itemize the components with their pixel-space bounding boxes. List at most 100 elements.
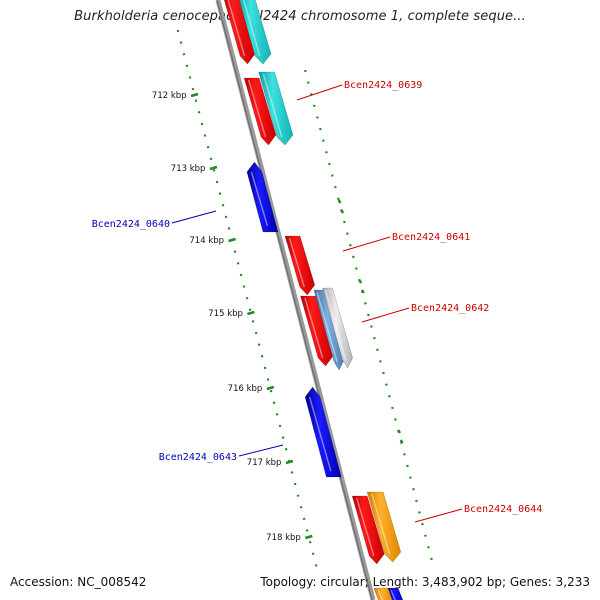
gene-callout[interactable]: Bcen2424_0643 (159, 444, 284, 463)
gene-forward-arrow-highlight (242, 0, 261, 57)
gene-callout[interactable]: Bcen2424_0641 (342, 232, 470, 252)
gene-labels: Bcen2424_0639 Bcen2424_0640 Bcen2424_0641 B… (92, 80, 542, 523)
gene-forward-arrow-body[interactable] (387, 587, 404, 600)
gene-callout[interactable]: Bcen2424_0640 (92, 210, 217, 230)
chromosome-backbone (215, 0, 376, 600)
map-title: Burkholderia cenocepacia HI2424 chromoso… (74, 9, 526, 24)
gene-reverse-arrow-body[interactable] (246, 161, 279, 233)
gene-forward-arrow-highlight (316, 291, 338, 363)
gene-forward-arrow[interactable] (284, 235, 316, 296)
gene-forward-arrow[interactable] (300, 295, 334, 367)
callout-leader-line (361, 307, 410, 323)
length-label: Length: (372, 575, 419, 589)
gene-forward-arrow[interactable] (221, 0, 256, 65)
kbp-tick (266, 385, 275, 391)
gene-forward-arrow-body[interactable] (351, 495, 385, 565)
scale-rails (176, 29, 433, 576)
gene-forward-arrow-body[interactable] (221, 0, 256, 65)
gene-reverse-arrow-body[interactable] (304, 386, 342, 478)
accession-info: Accession: NC_008542 (10, 575, 146, 589)
gene-forward-arrow-highlight (371, 493, 391, 555)
kbp-label: 718 kbp (266, 533, 301, 543)
scale-rail-dash (399, 439, 404, 444)
gene-forward-arrow[interactable] (236, 0, 272, 65)
kbp-tick (304, 534, 313, 540)
gene-forward-arrow-highlight (356, 497, 375, 557)
gene-label[interactable]: Bcen2424_0640 (92, 219, 170, 230)
gene-forward-arrow-body[interactable] (366, 491, 402, 563)
gene-forward-arrow-body[interactable] (313, 289, 345, 371)
scale-rail-dots (304, 69, 433, 561)
gene-forward-arrow[interactable] (387, 587, 404, 600)
gene-label[interactable]: Bcen2424_0643 (159, 452, 237, 463)
accession-value: NC_008542 (77, 575, 147, 589)
kbp-tick (285, 459, 294, 465)
topology-label: Topology: (260, 575, 317, 589)
gene-callout[interactable]: Bcen2424_0644 (414, 504, 542, 523)
gene-label[interactable]: Bcen2424_0641 (392, 232, 470, 243)
callout-leader-line (342, 236, 391, 252)
gene-forward-arrow-highlight (288, 237, 305, 288)
gene-label[interactable]: Bcen2424_0644 (464, 504, 542, 515)
scale-rail-dots (176, 29, 320, 576)
backbone-edge (216, 0, 373, 600)
gene-forward-arrow-body[interactable] (300, 295, 334, 367)
gene-forward-arrow-body[interactable] (373, 587, 394, 600)
scale-rail-dash (358, 279, 363, 284)
callout-leader-line (238, 444, 284, 457)
gene-features (221, 0, 404, 600)
scale-rail-dash (360, 289, 365, 294)
gene-forward-arrow-highlight (390, 589, 396, 600)
gene-forward-arrow[interactable] (258, 71, 294, 146)
gene-forward-arrow[interactable] (366, 491, 402, 563)
gene-forward-arrow-highlight (324, 289, 347, 361)
accession-label: Accession: (10, 575, 74, 589)
gene-forward-arrow-body[interactable] (284, 235, 316, 296)
gene-label[interactable]: Bcen2424_0639 (344, 80, 422, 91)
gene-callout[interactable]: Bcen2424_0639 (296, 80, 422, 101)
callout-leader-line (171, 210, 217, 224)
kbp-label: 715 kbp (208, 309, 243, 319)
kbp-label: 714 kbp (189, 236, 224, 246)
callout-leader-line (414, 508, 463, 523)
gene-label[interactable]: Bcen2424_0642 (411, 303, 489, 314)
kbp-scale: 712 kbp 713 kbp 714 kbp 715 kbp 716 kbp 717 k… (152, 91, 313, 543)
gene-reverse-arrow-highlight (250, 171, 269, 227)
gene-reverse-arrow[interactable] (304, 386, 342, 478)
gene-forward-arrow[interactable] (313, 289, 345, 371)
genes-value: 3,233 (555, 575, 590, 589)
gene-forward-arrow-highlight (377, 589, 384, 600)
backbone-line (215, 0, 376, 600)
kbp-tick (228, 237, 236, 243)
callout-leader-line (296, 84, 343, 101)
kbp-label: 716 kbp (228, 384, 263, 394)
gene-forward-arrow-body[interactable] (258, 71, 294, 146)
gene-callout[interactable]: Bcen2424_0642 (361, 303, 489, 323)
kbp-tick (247, 310, 255, 316)
gene-forward-arrow[interactable] (351, 495, 385, 565)
scale-rail-dash (397, 429, 402, 434)
topology-value: circular (320, 575, 365, 589)
gene-forward-arrow[interactable] (243, 77, 277, 146)
scale-rail-dash (340, 209, 345, 214)
kbp-label: 713 kbp (171, 164, 206, 174)
kbp-tick (190, 92, 199, 98)
gene-forward-arrow-body[interactable] (243, 77, 277, 146)
kbp-tick (209, 165, 218, 171)
gene-forward-arrow-highlight (227, 0, 246, 57)
gene-forward-arrow-highlight (247, 79, 267, 138)
gene-forward-arrow-highlight (262, 73, 283, 138)
scale-rail-dash (337, 199, 342, 204)
kbp-label: 717 kbp (247, 458, 282, 468)
gene-forward-arrow[interactable] (373, 587, 394, 600)
genes-label: Genes: (509, 575, 552, 589)
gene-reverse-arrow-highlight (308, 396, 332, 472)
gene-reverse-arrow[interactable] (246, 161, 279, 233)
gene-forward-arrow-body[interactable] (236, 0, 272, 65)
sequence-summary: Topology: circular; Length: 3,483,902 bp… (260, 575, 590, 589)
gene-forward-arrow-highlight (304, 297, 324, 359)
gene-forward-arrow-body[interactable] (322, 287, 353, 369)
length-value: 3,483,902 bp (421, 575, 502, 589)
gene-forward-arrow[interactable] (322, 287, 353, 369)
